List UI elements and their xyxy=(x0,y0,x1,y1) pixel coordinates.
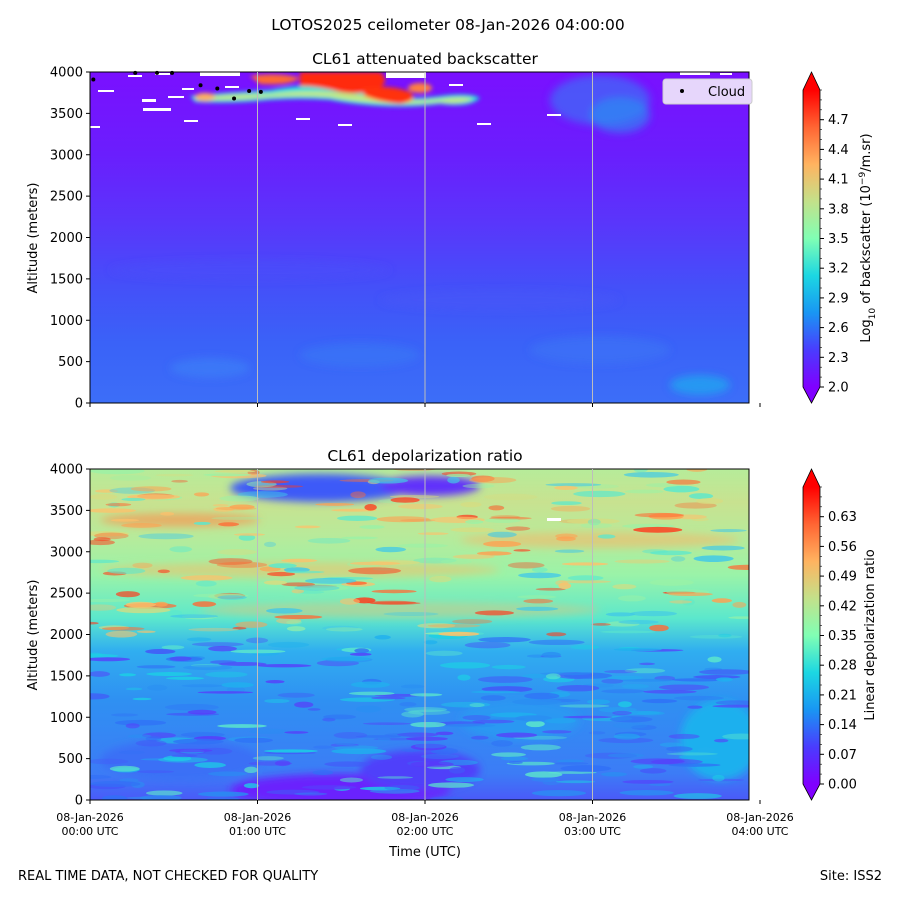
colorbar-tick-label: 2.9 xyxy=(828,291,849,306)
colorbar-tick-label: 3.8 xyxy=(828,202,849,217)
x-tick-date: 08-Jan-2026 xyxy=(391,811,459,824)
y-tick-label: 3000 xyxy=(50,148,83,163)
y-tick-label: 500 xyxy=(58,355,83,370)
y-tick-label: 3500 xyxy=(50,107,83,122)
y-tick-label: 2000 xyxy=(50,628,83,643)
backscatter-colorbar xyxy=(802,71,821,404)
depolarization-y-axis: 0 500 1000 1500 2000 2500 3000 3500 4000 xyxy=(50,463,90,809)
colorbar-tick-label: 0.07 xyxy=(828,748,857,763)
cloud-point xyxy=(258,89,263,94)
y-tick-label: 0 xyxy=(75,397,83,412)
x-tick-date: 08-Jan-2026 xyxy=(56,811,124,824)
x-tick-time: 04:00 UTC xyxy=(731,825,788,838)
backscatter-colorbar-ticks: 2.0 2.3 2.6 2.9 3.2 3.5 3.8 4.1 4.4 4.7 xyxy=(820,89,849,396)
backscatter-time-gridlines xyxy=(257,72,593,403)
y-tick-label: 1000 xyxy=(50,711,83,726)
x-tick-date: 08-Jan-2026 xyxy=(726,811,794,824)
colorbar-tick-label: 0.63 xyxy=(828,510,857,525)
depolarization-colorbar-ticks: 0.00 0.07 0.14 0.21 0.28 0.35 0.42 0.49 0.56 0.63 xyxy=(820,486,857,793)
colorbar-tick-label: 0.49 xyxy=(828,570,857,585)
cloud-point xyxy=(170,70,175,75)
backscatter-heatmap xyxy=(90,72,749,403)
cloud-point xyxy=(232,96,237,101)
x-tick-time: 00:00 UTC xyxy=(61,825,118,838)
colorbar-tick-label: 0.21 xyxy=(828,688,857,703)
backscatter-panel-title: CL61 attenuated backscatter xyxy=(312,50,538,68)
colorbar-tick-label: 0.28 xyxy=(828,659,857,674)
depolarization-colorbar-label: Linear depolarization ratio xyxy=(863,549,878,720)
colorbar-tick-label: 0.56 xyxy=(828,540,857,555)
quality-disclaimer: REAL TIME DATA, NOT CHECKED FOR QUALITY xyxy=(18,869,319,884)
y-tick-label: 2500 xyxy=(50,190,83,205)
colorbar-tick-label: 4.1 xyxy=(828,173,849,188)
cloud-markers xyxy=(91,70,263,101)
depolarization-panel-title: CL61 depolarization ratio xyxy=(327,447,522,465)
x-tick-date: 08-Jan-2026 xyxy=(559,811,627,824)
colorbar-tick-label: 3.5 xyxy=(828,232,849,247)
cloud-point xyxy=(155,70,159,75)
y-tick-label: 1500 xyxy=(50,272,83,287)
colorbar-tick-label: 0.14 xyxy=(828,718,857,733)
y-tick-label: 500 xyxy=(58,752,83,767)
colorbar-tick-label: 0.42 xyxy=(828,599,857,614)
y-tick-label: 0 xyxy=(75,794,83,809)
colorbar-tick-label: 4.4 xyxy=(828,143,849,158)
site-label: Site: ISS2 xyxy=(819,869,882,884)
depolarization-texture xyxy=(90,469,749,800)
cloud-point xyxy=(133,70,138,75)
cloud-point xyxy=(91,77,96,82)
y-tick-label: 1000 xyxy=(50,314,83,329)
colorbar-tick-label: 4.7 xyxy=(828,113,849,128)
colorbar-tick-label: 0.35 xyxy=(828,629,857,644)
backscatter-y-axis: 0 500 1000 1500 2000 2500 3000 3500 4000 xyxy=(50,66,90,412)
backscatter-y-label: Altitude (meters) xyxy=(26,183,41,294)
colorbar-tick-label: 2.0 xyxy=(828,381,849,396)
depolarization-x-label: Time (UTC) xyxy=(388,845,461,860)
x-tick-date: 08-Jan-2026 xyxy=(224,811,292,824)
backscatter-x-axis-ticks xyxy=(89,403,761,407)
backscatter-legend: Cloud xyxy=(662,78,753,105)
x-tick-time: 02:00 UTC xyxy=(396,825,453,838)
x-tick-time: 03:00 UTC xyxy=(564,825,621,838)
colorbar-tick-label: 2.6 xyxy=(828,321,849,336)
y-tick-label: 3500 xyxy=(50,504,83,519)
legend-cloud-label: Cloud xyxy=(708,85,745,100)
colorbar-tick-label: 2.3 xyxy=(828,351,849,366)
depolarization-y-label: Altitude (meters) xyxy=(26,580,41,691)
cloud-point xyxy=(247,89,252,94)
y-tick-label: 1500 xyxy=(50,669,83,684)
y-tick-label: 2500 xyxy=(50,587,83,602)
depolarization-time-gridlines xyxy=(257,469,593,800)
y-tick-label: 3000 xyxy=(50,545,83,560)
legend-cloud-marker xyxy=(680,89,684,93)
cloud-point xyxy=(215,86,220,91)
y-tick-label: 2000 xyxy=(50,231,83,246)
cloud-point xyxy=(198,83,203,88)
backscatter-colorbar-label: Log10 of backscatter (10−9/m.sr) xyxy=(858,133,878,342)
depolarization-colorbar xyxy=(802,468,821,801)
x-tick-time: 01:00 UTC xyxy=(229,825,286,838)
figure-title: LOTOS2025 ceilometer 08-Jan-2026 04:00:0… xyxy=(271,16,625,34)
y-tick-label: 4000 xyxy=(50,66,83,81)
colorbar-tick-label: 3.2 xyxy=(828,262,849,277)
colorbar-tick-label: 0.00 xyxy=(828,778,857,793)
depolarization-heatmap xyxy=(90,469,749,800)
y-tick-label: 4000 xyxy=(50,463,83,478)
